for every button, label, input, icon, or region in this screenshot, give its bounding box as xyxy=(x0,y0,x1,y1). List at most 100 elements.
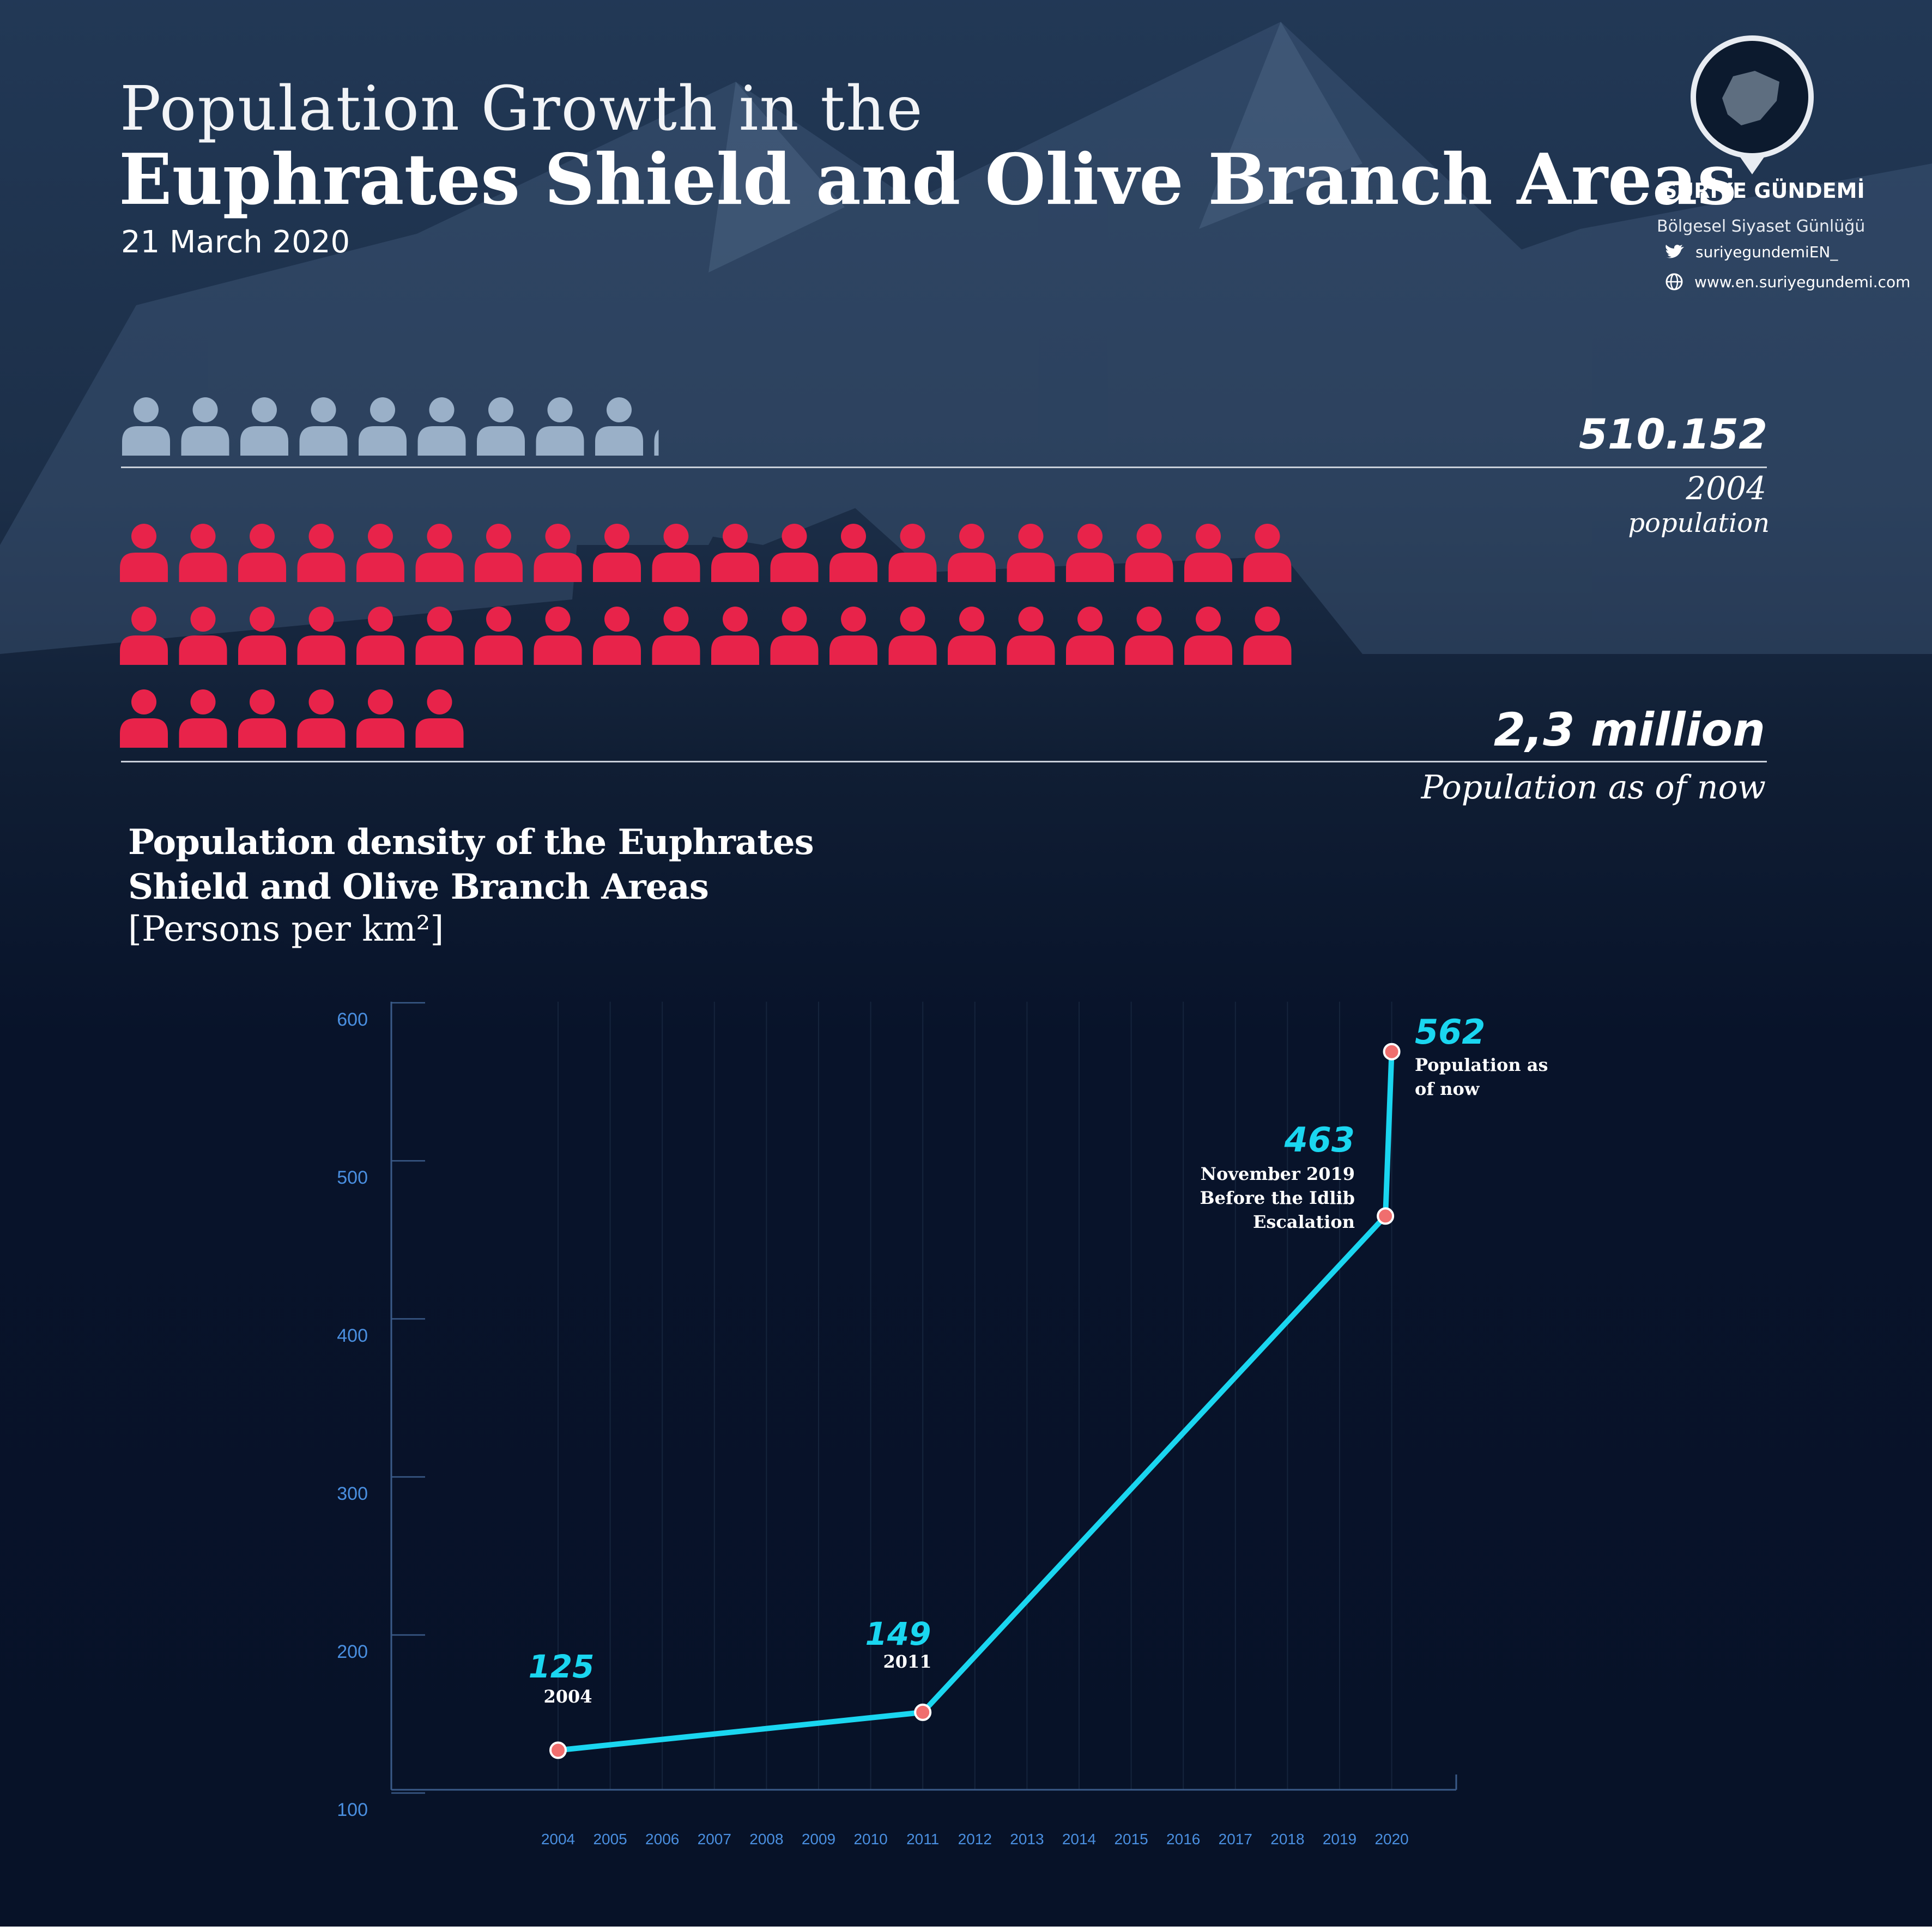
person-icon-now xyxy=(711,607,759,665)
y-tick-label: 100 xyxy=(337,1800,368,1820)
population-2004-label: population xyxy=(1628,508,1770,538)
data-point xyxy=(549,1741,567,1759)
twitter-handle: suriyegundemiEN_ xyxy=(1695,243,1838,261)
x-tick-label: 2016 xyxy=(1166,1831,1200,1848)
person-icon-now xyxy=(179,524,227,582)
x-tick-label: 2014 xyxy=(1062,1831,1096,1848)
population-now-value: 2,3 million xyxy=(1493,703,1765,756)
person-icon-now xyxy=(415,524,464,582)
y-tick-label: 200 xyxy=(337,1642,368,1662)
person-icon-now xyxy=(356,689,404,748)
person-icon-now xyxy=(888,607,937,665)
person-icon-now xyxy=(770,524,819,582)
data-point xyxy=(914,1703,932,1721)
data-label-value: 463 xyxy=(1284,1120,1355,1160)
x-tick-label: 2013 xyxy=(1010,1831,1044,1848)
person-icon-now xyxy=(475,607,523,665)
person-icon-now xyxy=(475,524,523,582)
person-icon-now xyxy=(238,607,286,665)
x-tick-label: 2012 xyxy=(958,1831,992,1848)
x-tick-label: 2006 xyxy=(645,1831,679,1848)
x-tick-label: 2004 xyxy=(541,1831,575,1848)
person-icon-now xyxy=(770,607,819,665)
x-tick-label: 2010 xyxy=(853,1831,887,1848)
globe-icon xyxy=(1665,273,1683,290)
person-icon-now xyxy=(1243,524,1292,582)
person-icon-now xyxy=(593,607,641,665)
data-point xyxy=(1377,1207,1395,1225)
person-icon-now xyxy=(652,524,700,582)
person-icon-now xyxy=(356,524,404,582)
person-icon-now xyxy=(238,689,286,748)
person-icon-now xyxy=(534,524,582,582)
person-icon-now xyxy=(356,607,404,665)
date: 21 March 2020 xyxy=(121,225,350,260)
person-icon-now xyxy=(948,524,996,582)
x-tick-label: 2011 xyxy=(906,1831,939,1848)
person-icon-now xyxy=(297,607,346,665)
population-now-label: Population as of now xyxy=(1421,768,1766,807)
person-icon-2004 xyxy=(299,397,348,456)
person-icon-2004 xyxy=(359,397,407,456)
x-tick-label: 2008 xyxy=(749,1831,783,1848)
x-tick-label: 2019 xyxy=(1323,1831,1356,1848)
series-line xyxy=(555,1049,1395,1753)
person-icon-now xyxy=(829,524,877,582)
twitter-link[interactable]: suriyegundemiEN_ xyxy=(1665,243,1838,261)
person-icon-now xyxy=(179,607,227,665)
person-icon-now xyxy=(1125,524,1173,582)
divider-now xyxy=(121,761,1767,762)
y-tick-label: 600 xyxy=(337,1009,368,1030)
y-tick-label: 500 xyxy=(337,1167,368,1188)
person-icon-now xyxy=(652,607,700,665)
person-icon-now xyxy=(534,607,582,665)
data-point xyxy=(1383,1043,1401,1061)
person-icon-now xyxy=(1007,524,1055,582)
logo-name: SURİYE GÜNDEMİ xyxy=(1662,179,1865,203)
chart-title-text: Population density of the Euphrates Shie… xyxy=(128,822,814,907)
person-icon-2004 xyxy=(240,397,288,456)
population-2004-year: 2004 xyxy=(1686,470,1766,507)
data-label-note: 2011 xyxy=(883,1651,931,1672)
x-tick-label: 2007 xyxy=(698,1831,731,1848)
person-icon-2004 xyxy=(477,397,525,456)
website-link[interactable]: www.en.suriyegundemi.com xyxy=(1665,272,1910,291)
data-label-value: 125 xyxy=(528,1648,594,1685)
page-title-line1: Population Growth in the xyxy=(120,74,924,144)
divider-2004 xyxy=(121,467,1767,468)
twitter-icon xyxy=(1665,244,1684,258)
person-icon-now xyxy=(1184,524,1232,582)
data-label-note: November 2019 Before the Idlib Escalation xyxy=(1200,1164,1355,1232)
person-icon-now xyxy=(297,689,346,748)
map-pin-icon xyxy=(1691,35,1814,174)
person-icon-now xyxy=(415,689,464,748)
chart-unit-label: [Persons per km²] xyxy=(128,909,444,949)
population-pictogram xyxy=(120,397,1292,748)
logo-subtitle: Bölgesel Siyaset Günlüğü xyxy=(1657,217,1866,236)
person-icon-now xyxy=(1007,607,1055,665)
y-tick-label: 400 xyxy=(337,1325,368,1346)
x-tick-label: 2018 xyxy=(1270,1831,1304,1848)
x-tick-label: 2020 xyxy=(1374,1831,1408,1848)
person-icon-now xyxy=(1184,607,1232,665)
person-icon-2004 xyxy=(181,397,229,456)
chart-title: Population density of the Euphrates Shie… xyxy=(128,820,891,910)
person-icon-now xyxy=(179,689,227,748)
data-label-note: 2004 xyxy=(543,1686,592,1707)
person-icon-2004 xyxy=(654,429,659,456)
x-tick-label: 2009 xyxy=(802,1831,835,1848)
person-icon-2004 xyxy=(536,397,584,456)
x-tick-label: 2005 xyxy=(593,1831,627,1848)
person-icon-now xyxy=(120,524,168,582)
person-icon-now xyxy=(1125,607,1173,665)
x-tick-label: 2015 xyxy=(1114,1831,1148,1848)
data-label-value: 149 xyxy=(865,1615,931,1652)
person-icon-now xyxy=(120,689,168,748)
page-title-line2: Euphrates Shield and Olive Branch Areas xyxy=(119,139,1737,221)
person-icon-now xyxy=(415,607,464,665)
person-icon-now xyxy=(1066,607,1114,665)
person-icon-now xyxy=(120,607,168,665)
y-tick-label: 300 xyxy=(337,1483,368,1504)
person-icon-now xyxy=(1243,607,1292,665)
